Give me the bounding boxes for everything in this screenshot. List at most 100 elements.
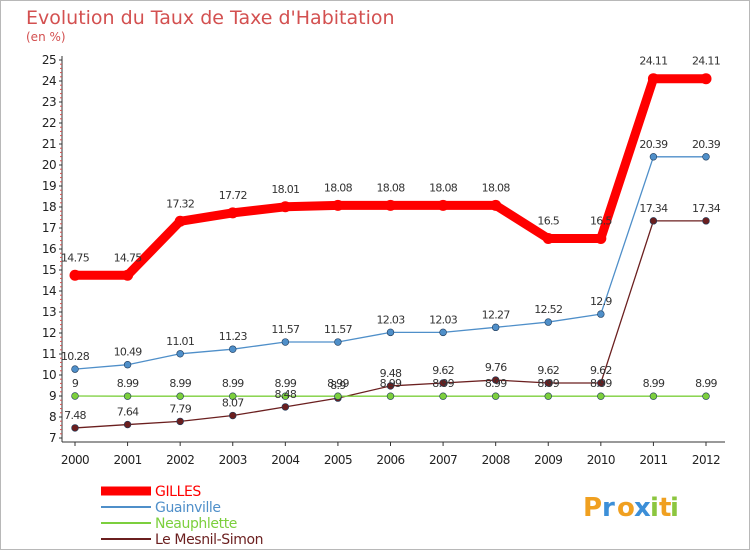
data-point bbox=[281, 403, 290, 411]
data-point bbox=[281, 338, 290, 346]
data-label: 9.48 bbox=[380, 367, 402, 380]
data-point bbox=[229, 392, 237, 400]
data-label: 18.08 bbox=[429, 181, 458, 194]
data-point bbox=[544, 379, 552, 387]
data-label: 8.48 bbox=[274, 388, 296, 401]
x-tick-label: 2000 bbox=[61, 453, 89, 467]
data-point bbox=[229, 411, 237, 420]
y-tick-label: 15 bbox=[42, 263, 56, 277]
legend-label: Neauphlette bbox=[155, 516, 237, 532]
data-label: 11.23 bbox=[219, 330, 248, 343]
data-label: 10.28 bbox=[61, 350, 90, 363]
data-point bbox=[544, 318, 552, 326]
data-point bbox=[334, 392, 342, 400]
y-tick-label: 9 bbox=[49, 389, 56, 403]
data-label: 12.9 bbox=[590, 295, 612, 308]
data-point bbox=[702, 392, 710, 400]
data-point bbox=[491, 392, 500, 400]
data-point bbox=[279, 201, 291, 213]
data-point bbox=[227, 207, 239, 219]
data-label: 8.99 bbox=[537, 377, 559, 390]
y-tick-label: 18 bbox=[42, 200, 56, 214]
data-point bbox=[281, 392, 290, 400]
data-label: 8.99 bbox=[117, 377, 139, 390]
data-label: 7.79 bbox=[169, 402, 191, 415]
data-label: 8.99 bbox=[643, 377, 665, 390]
data-point bbox=[491, 376, 500, 384]
data-point bbox=[649, 392, 658, 400]
data-point bbox=[439, 392, 447, 400]
logo-letter: o bbox=[617, 493, 635, 523]
data-label: 24.11 bbox=[639, 55, 667, 68]
y-tick-label: 16 bbox=[42, 242, 56, 256]
data-point bbox=[176, 392, 184, 400]
chart-title: Evolution du Taux de Taxe d'Habitation bbox=[26, 7, 395, 29]
data-labels: 14.75 14.75 17.32 17.72 18.01 18.08 18.08 18.08… bbox=[61, 55, 721, 422]
data-label: 24.11 bbox=[692, 55, 720, 68]
data-label: 11.57 bbox=[324, 323, 353, 336]
data-label: 20.39 bbox=[692, 138, 721, 151]
y-tick-label: 17 bbox=[42, 221, 56, 235]
data-point bbox=[71, 365, 79, 373]
x-tick-label: 2012 bbox=[692, 453, 720, 467]
data-point bbox=[439, 328, 447, 337]
data-point bbox=[491, 323, 500, 332]
data-point bbox=[229, 345, 237, 353]
data-point bbox=[71, 392, 79, 400]
data-label: 9.62 bbox=[432, 364, 454, 377]
series-layer bbox=[69, 73, 712, 432]
data-label: 8.99 bbox=[695, 377, 717, 390]
y-tick-label: 13 bbox=[42, 305, 56, 319]
y-tick-label: 14 bbox=[42, 284, 56, 298]
data-label: 8.99 bbox=[222, 377, 244, 390]
data-label: 14.75 bbox=[114, 251, 143, 264]
data-point bbox=[597, 310, 605, 318]
data-point bbox=[122, 269, 134, 281]
x-tick-label: 2003 bbox=[219, 453, 247, 467]
x-tick-label: 2007 bbox=[429, 453, 457, 467]
x-tick-label: 2008 bbox=[482, 453, 510, 467]
y-tick-label: 12 bbox=[42, 326, 56, 340]
data-label: 17.72 bbox=[219, 189, 247, 202]
data-point bbox=[542, 233, 554, 244]
legend-label: Guainville bbox=[155, 500, 221, 516]
y-tick-label: 24 bbox=[42, 74, 56, 88]
x-tick-label: 2002 bbox=[166, 453, 194, 467]
y-tick-label: 7 bbox=[49, 431, 56, 445]
data-point bbox=[176, 417, 184, 426]
data-label: 18.01 bbox=[271, 183, 299, 196]
data-label: 8.99 bbox=[274, 377, 296, 390]
data-label: 9.76 bbox=[485, 361, 507, 374]
data-label: 12.03 bbox=[429, 313, 458, 326]
y-tick-label: 11 bbox=[42, 347, 56, 361]
data-label: 8.99 bbox=[380, 377, 402, 390]
data-point bbox=[69, 269, 81, 281]
data-point bbox=[386, 382, 395, 390]
data-point bbox=[123, 420, 132, 429]
data-label: 18.08 bbox=[482, 181, 511, 194]
data-point bbox=[71, 424, 79, 432]
logo-letter: r bbox=[602, 493, 615, 523]
data-point bbox=[334, 338, 342, 346]
data-label: 17.32 bbox=[166, 197, 194, 210]
x-tick-label: 2011 bbox=[639, 453, 667, 467]
data-label: 9 bbox=[72, 377, 79, 390]
logo-letter: x bbox=[634, 493, 651, 523]
data-label: 18.08 bbox=[324, 181, 353, 194]
y-tick-label: 8 bbox=[49, 410, 56, 424]
data-point bbox=[649, 153, 658, 161]
data-point bbox=[597, 392, 605, 400]
data-label: 7.48 bbox=[64, 409, 86, 422]
data-label: 14.75 bbox=[61, 251, 90, 264]
data-label: 12.27 bbox=[482, 308, 511, 321]
y-tick-label: 10 bbox=[42, 368, 56, 382]
data-label: 17.34 bbox=[692, 202, 721, 215]
data-point bbox=[332, 199, 344, 211]
data-point bbox=[702, 217, 710, 225]
data-point bbox=[490, 199, 502, 211]
data-point bbox=[597, 379, 605, 387]
y-tick-label: 23 bbox=[42, 95, 56, 109]
